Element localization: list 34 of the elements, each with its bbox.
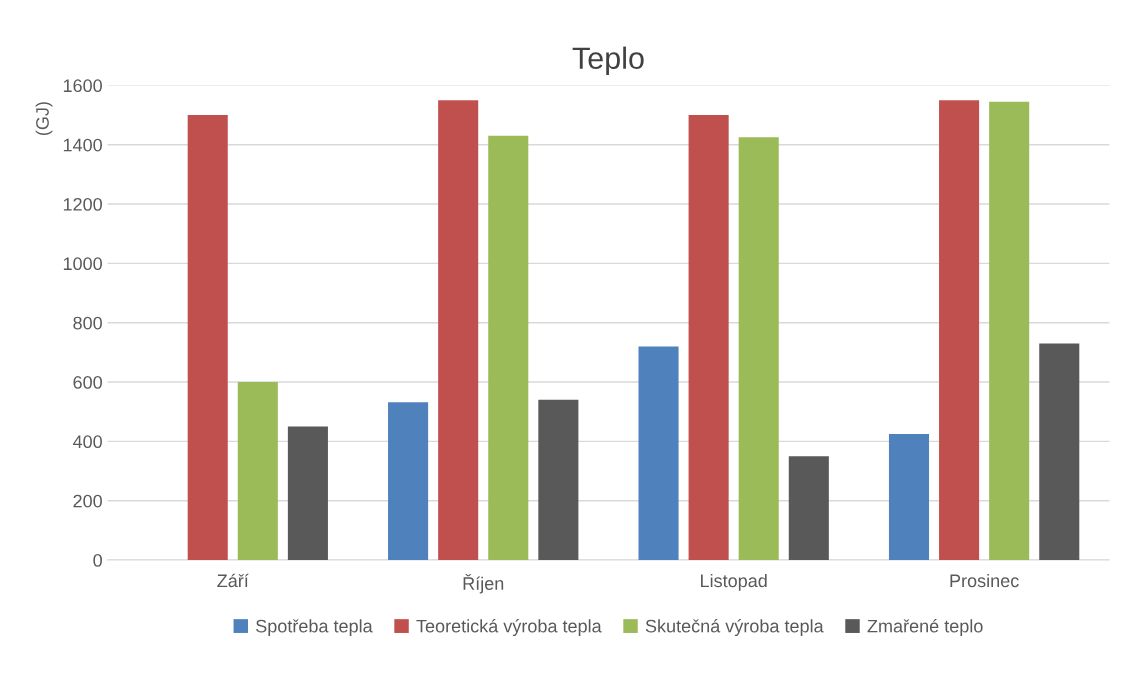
- x-tick-label: Prosinec: [950, 573, 1019, 588]
- bar: [638, 346, 679, 561]
- x-tick-label: Říjen: [463, 573, 504, 594]
- legend-label: Zmařené teplo: [867, 619, 983, 637]
- bar: [388, 402, 429, 561]
- bar: [788, 456, 829, 561]
- legend-label: Spotřeba tepla: [256, 619, 373, 637]
- y-tick-label: 800: [73, 316, 102, 330]
- bar: [538, 399, 579, 561]
- y-axis-title: (GJ): [35, 102, 53, 136]
- y-tick-label: 600: [73, 375, 102, 389]
- y-tick-label: 1400: [63, 138, 102, 152]
- bar: [438, 100, 479, 561]
- chart-title: Teplo: [572, 46, 644, 76]
- legend-label: Skutečná výroba tepla: [645, 619, 824, 637]
- x-tick-label: Listopad: [701, 573, 767, 591]
- bar: [287, 426, 328, 561]
- bar: [688, 115, 729, 561]
- bar: [989, 101, 1030, 561]
- y-tick-label: 1200: [63, 197, 102, 211]
- bar: [488, 135, 529, 561]
- bar: [738, 137, 779, 561]
- bar: [237, 382, 278, 561]
- bar: [187, 115, 228, 561]
- y-tick-label: 200: [73, 494, 102, 508]
- y-tick-label: 400: [72, 435, 102, 449]
- y-tick-label: 0: [93, 553, 102, 567]
- bar: [888, 433, 930, 561]
- y-tick-label: 1600: [63, 79, 102, 93]
- legend-label: Teoretická výroba tepla: [416, 619, 602, 637]
- x-tick-label: Září: [217, 573, 249, 588]
- bar: [1039, 343, 1080, 561]
- y-tick-label: 1000: [63, 257, 102, 271]
- bar: [939, 100, 980, 561]
